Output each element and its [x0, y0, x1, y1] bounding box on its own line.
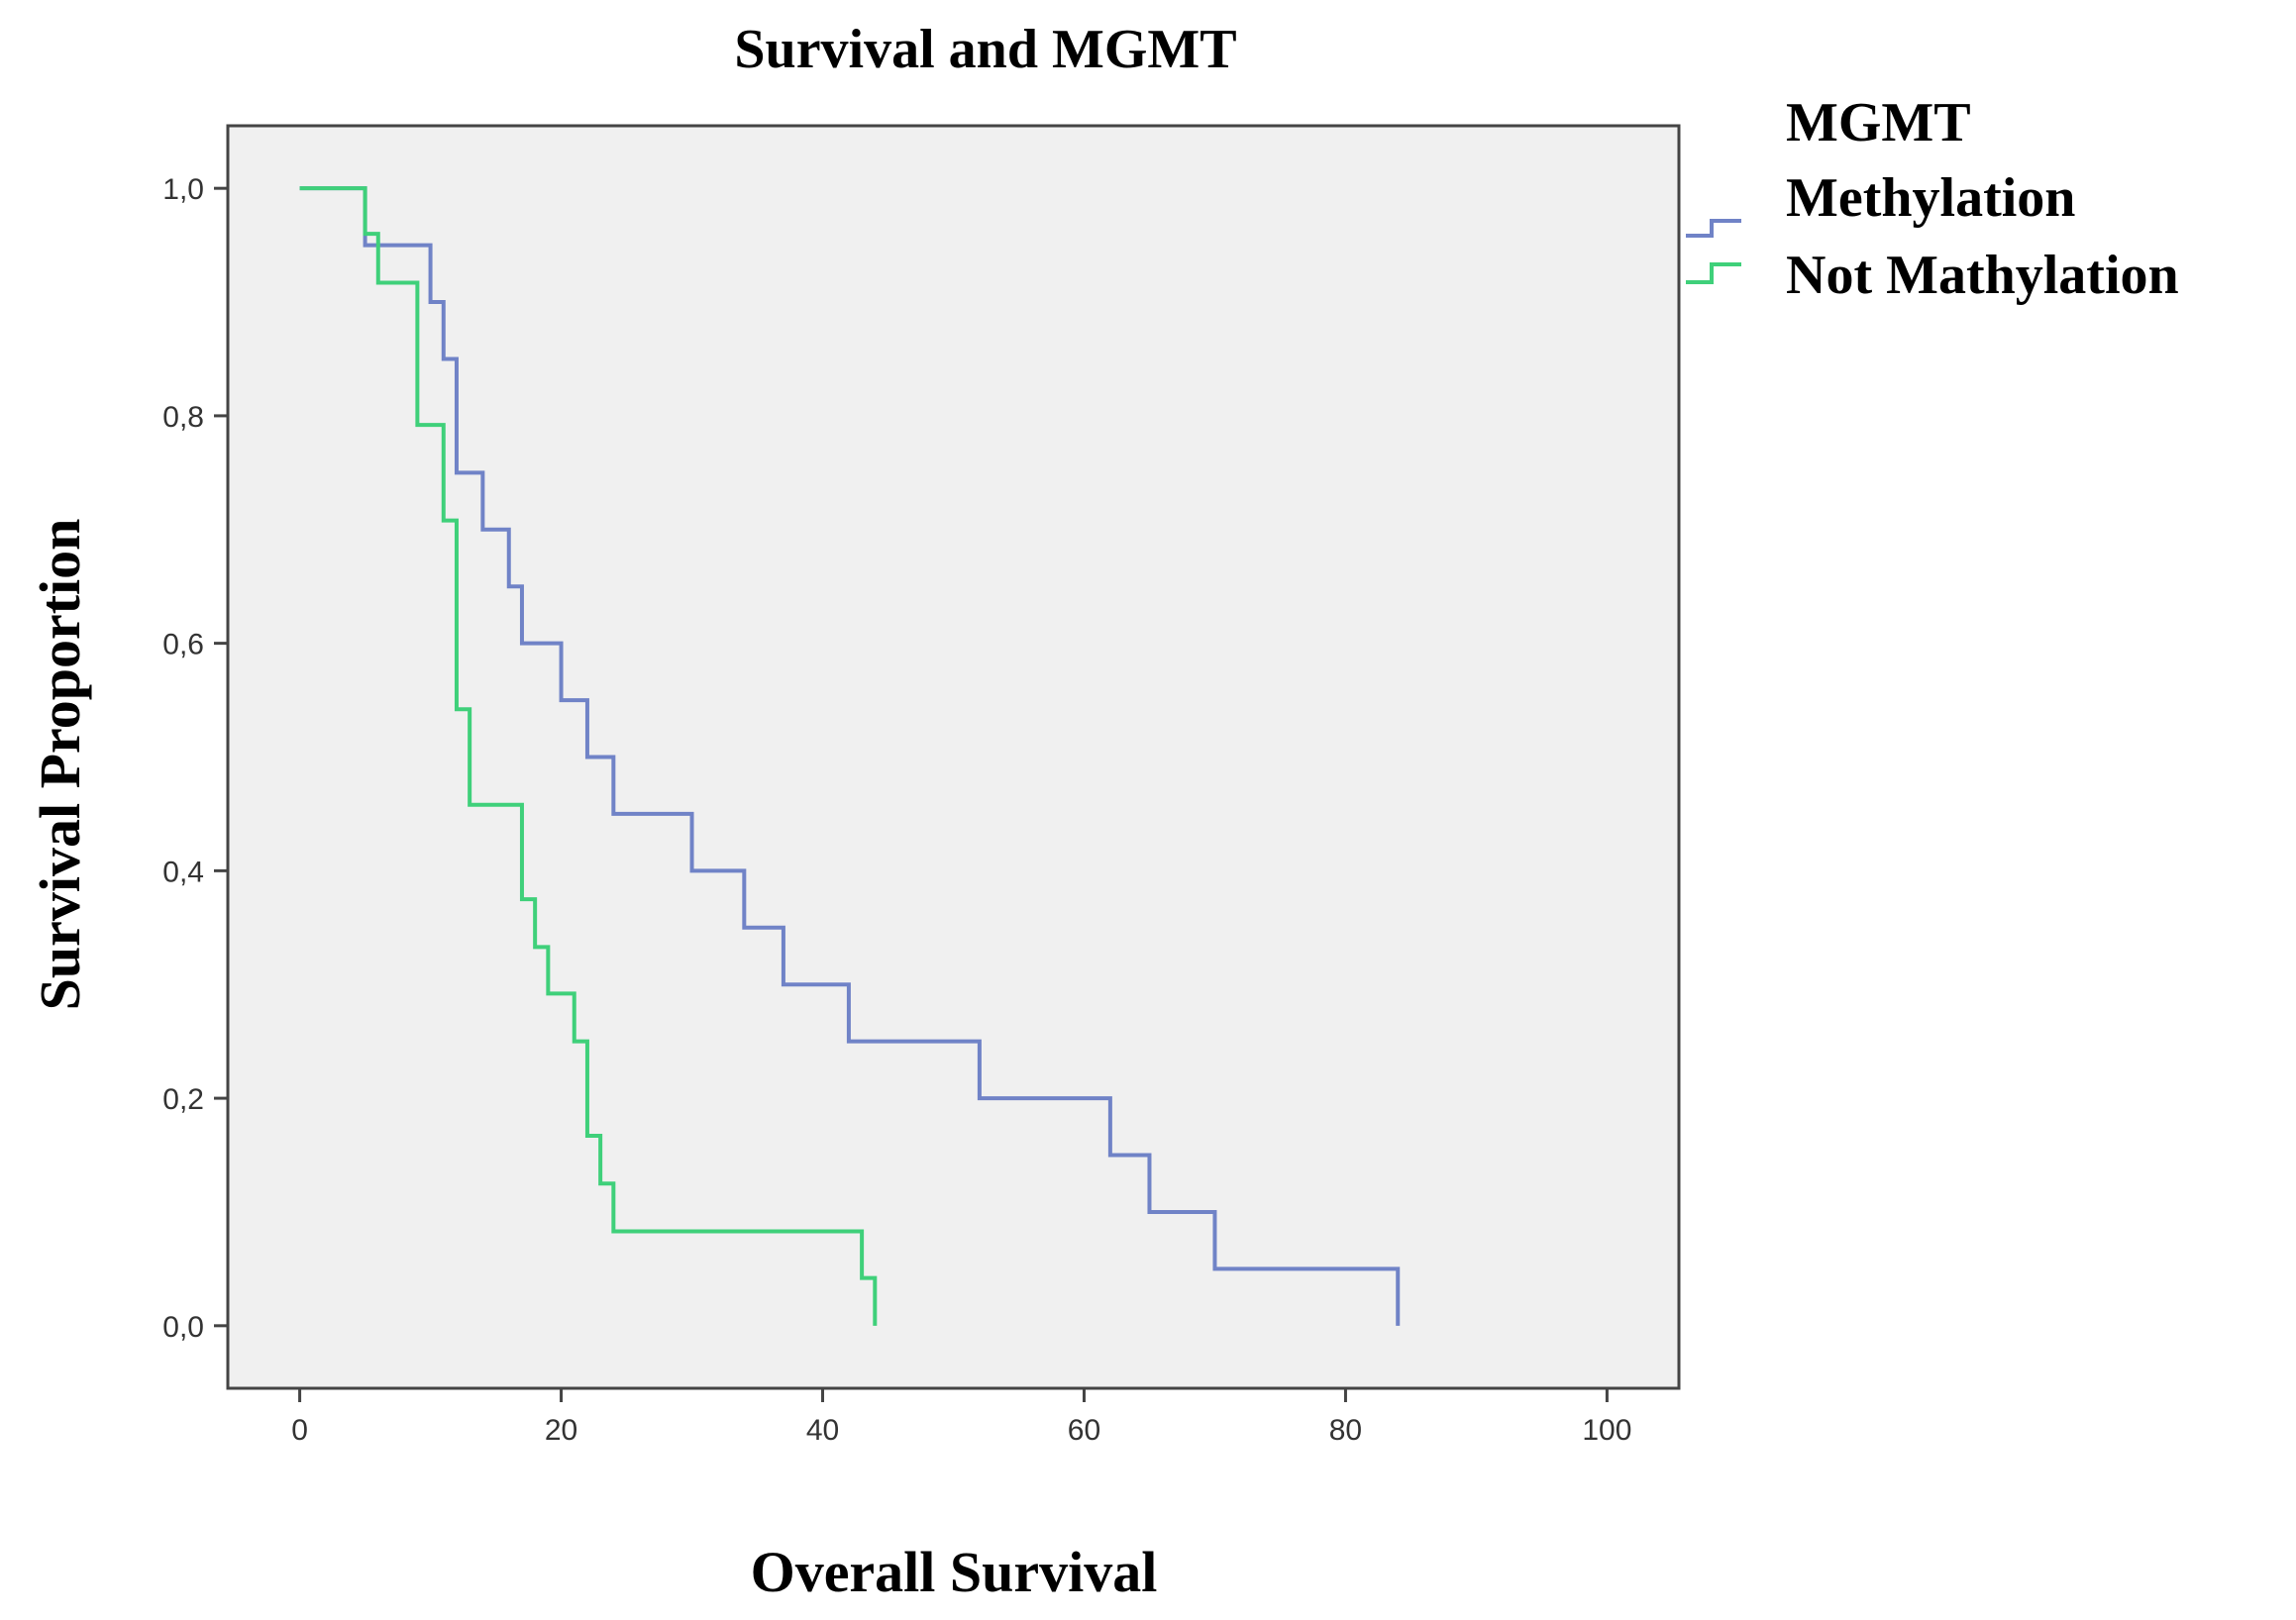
- legend-label-methylation: Methylation: [1786, 167, 2075, 229]
- series-line-methylation: [299, 186, 1401, 1326]
- x-axis-title: Overall Survival: [751, 1540, 1158, 1604]
- y-tick-label: 0,8: [162, 401, 204, 434]
- y-tick-label: 1,0: [162, 173, 204, 206]
- series-line-not-mathylation: [299, 186, 878, 1326]
- x-tick-label: 0: [291, 1414, 308, 1447]
- x-tick-label: 20: [545, 1414, 577, 1447]
- y-tick-label: 0,2: [162, 1083, 204, 1116]
- y-axis-title: Survival Proportion: [28, 519, 92, 1011]
- x-tick-label: 40: [806, 1414, 839, 1447]
- y-axis-ticks: 0,0 0,2 0,4 0,6 0,8 1,0: [162, 173, 228, 1344]
- series-lines: [299, 186, 1401, 1326]
- legend: MGMT Methylation Not Mathylation: [1686, 92, 2179, 306]
- legend-swatch-not-mathylation: [1686, 262, 1741, 284]
- y-tick-label: 0,6: [162, 629, 204, 661]
- x-tick-label: 60: [1068, 1414, 1100, 1447]
- legend-title: MGMT: [1786, 92, 1971, 153]
- x-tick-label: 80: [1329, 1414, 1362, 1447]
- legend-swatch-methylation: [1686, 219, 1741, 238]
- x-axis-ticks: 0 20 40 60 80 100: [291, 1388, 1631, 1447]
- legend-label-not-mathylation: Not Mathylation: [1786, 245, 2179, 306]
- y-tick-label: 0,0: [162, 1311, 204, 1344]
- chart-title: Survival and MGMT: [734, 19, 1236, 80]
- y-tick-label: 0,4: [162, 856, 204, 888]
- x-tick-label: 100: [1582, 1414, 1631, 1447]
